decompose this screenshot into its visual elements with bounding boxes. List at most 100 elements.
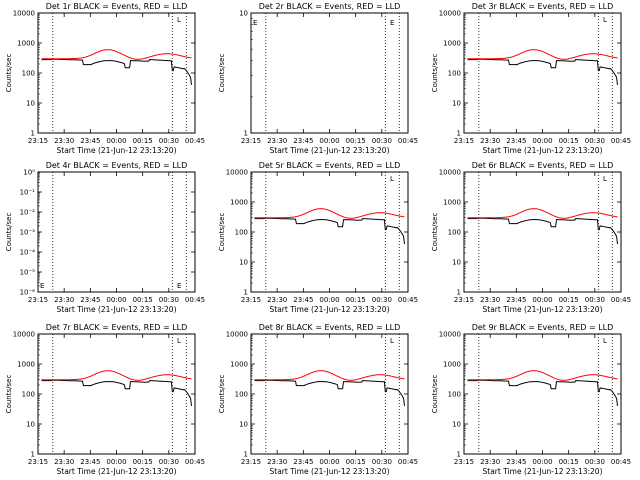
y-tick-label: 10000 [439,10,461,18]
x-tick-label: 00:45 [398,296,418,304]
x-tick-label: 00:30 [585,458,605,466]
y-tick-label: 1000 [17,361,35,369]
chart-title: Det 7r BLACK = Events, RED = LLD [46,323,188,332]
chart-title: Det 3r BLACK = Events, RED = LLD [472,2,614,11]
x-tick-label: 00:30 [159,458,179,466]
y-axis-label: Counts/sec [431,375,439,414]
x-tick-label: 23:15 [28,458,48,466]
chart-panel: Det 6r BLACK = Events, RED = LLD Start Ti… [431,161,631,314]
y-tick-label: 1000 [443,40,461,48]
events-series-line [41,58,192,85]
chart-title: Det 4r BLACK = Events, RED = LLD [46,161,188,170]
plot-frame [250,12,409,134]
x-tick-label: 23:30 [267,458,287,466]
x-tick-label: 23:45 [80,137,100,145]
x-tick-label: 00:30 [585,296,605,304]
plot-frame [37,12,196,134]
y-tick-label: 10⁻⁵ [20,269,36,277]
x-tick-label: 23:30 [480,458,500,466]
y-tick-label: 1 [244,130,248,138]
x-tick-label: 23:45 [80,296,100,304]
x-tick-label: 00:45 [611,137,631,145]
y-axis-label: Counts/sec [5,375,13,414]
x-tick-label: 00:00 [106,137,126,145]
x-tick-label: 00:00 [319,137,339,145]
chart-panel: Det 4r BLACK = Events, RED = LLD Start Ti… [5,161,205,314]
x-tick-label: 23:15 [241,137,261,145]
plot-frame [250,333,409,455]
x-tick-label: 00:45 [185,296,205,304]
x-tick-label: 23:45 [506,137,526,145]
y-tick-label: 1000 [230,199,248,207]
y-tick-label: 10⁻¹ [20,189,36,197]
y-tick-label: 100 [448,391,461,399]
y-tick-label: 1 [457,130,461,138]
x-tick-label: 23:30 [54,458,74,466]
plot-frame [463,12,622,134]
y-tick-label: 100 [235,229,248,237]
x-tick-label: 00:00 [532,458,552,466]
y-tick-label: 1 [31,451,35,459]
y-axis-label: Counts/sec [218,213,226,252]
x-tick-label: 00:15 [133,458,153,466]
x-tick-label: 00:45 [398,458,418,466]
corner-marker: L [177,337,181,345]
y-tick-label: 10000 [439,331,461,339]
y-tick-label: 1000 [443,199,461,207]
y-tick-label: 10 [239,421,248,429]
x-tick-label: 00:15 [559,137,579,145]
x-tick-label: 23:15 [28,137,48,145]
x-tick-label: 23:45 [293,137,313,145]
plot-frame [463,333,622,455]
x-tick-label: 00:30 [372,458,392,466]
y-tick-label: 1000 [230,361,248,369]
y-tick-label: 10 [26,421,35,429]
y-tick-label: 100 [22,70,35,78]
y-tick-label: 10 [452,421,461,429]
x-tick-label: 23:45 [293,458,313,466]
x-tick-label: 00:30 [159,296,179,304]
y-tick-label: 100 [235,391,248,399]
x-tick-label: 00:45 [185,137,205,145]
x-tick-label: 00:00 [106,458,126,466]
chart-panel: Det 1r BLACK = Events, RED = LLD Start Ti… [5,2,205,155]
x-tick-label: 00:30 [585,137,605,145]
y-tick-label: 10 [452,100,461,108]
x-tick-label: 00:00 [106,296,126,304]
corner-marker: E [390,19,394,27]
x-axis-label: Start Time (21-Jun-12 23:13:20) [57,467,177,476]
y-axis-label: Counts/sec [218,375,226,414]
lld-series-line [254,370,405,381]
corner-marker: L [177,16,181,24]
corner-marker: L [390,175,394,183]
y-tick-label: 10 [26,100,35,108]
x-tick-label: 00:00 [532,137,552,145]
x-tick-label: 00:45 [611,458,631,466]
events-series-line [254,379,405,406]
x-axis-label: Start Time (21-Jun-12 23:13:20) [483,467,603,476]
x-tick-label: 00:15 [559,296,579,304]
corner-marker: E [177,282,181,290]
lld-series-line [467,49,618,60]
x-tick-label: 23:15 [28,296,48,304]
x-tick-label: 23:30 [54,296,74,304]
events-series-line [467,379,618,406]
y-tick-label: 10⁻⁴ [20,249,36,257]
y-axis-label: Counts/sec [5,54,13,93]
x-tick-label: 23:45 [506,296,526,304]
chart-title: Det 5r BLACK = Events, RED = LLD [259,161,401,170]
plot-frame [250,171,409,293]
x-tick-label: 00:15 [346,458,366,466]
y-tick-label: 1 [457,289,461,297]
y-tick-label: 10000 [13,10,35,18]
y-axis-label: Counts/sec [431,213,439,252]
x-tick-label: 23:45 [80,458,100,466]
y-tick-label: 1 [244,289,248,297]
chart-title: Det 8r BLACK = Events, RED = LLD [259,323,401,332]
x-axis-label: Start Time (21-Jun-12 23:13:20) [270,305,390,314]
corner-marker: L [390,337,394,345]
x-tick-label: 00:15 [346,296,366,304]
lld-series-line [467,208,618,219]
plot-frame [37,171,196,293]
chart-title: Det 9r BLACK = Events, RED = LLD [472,323,614,332]
